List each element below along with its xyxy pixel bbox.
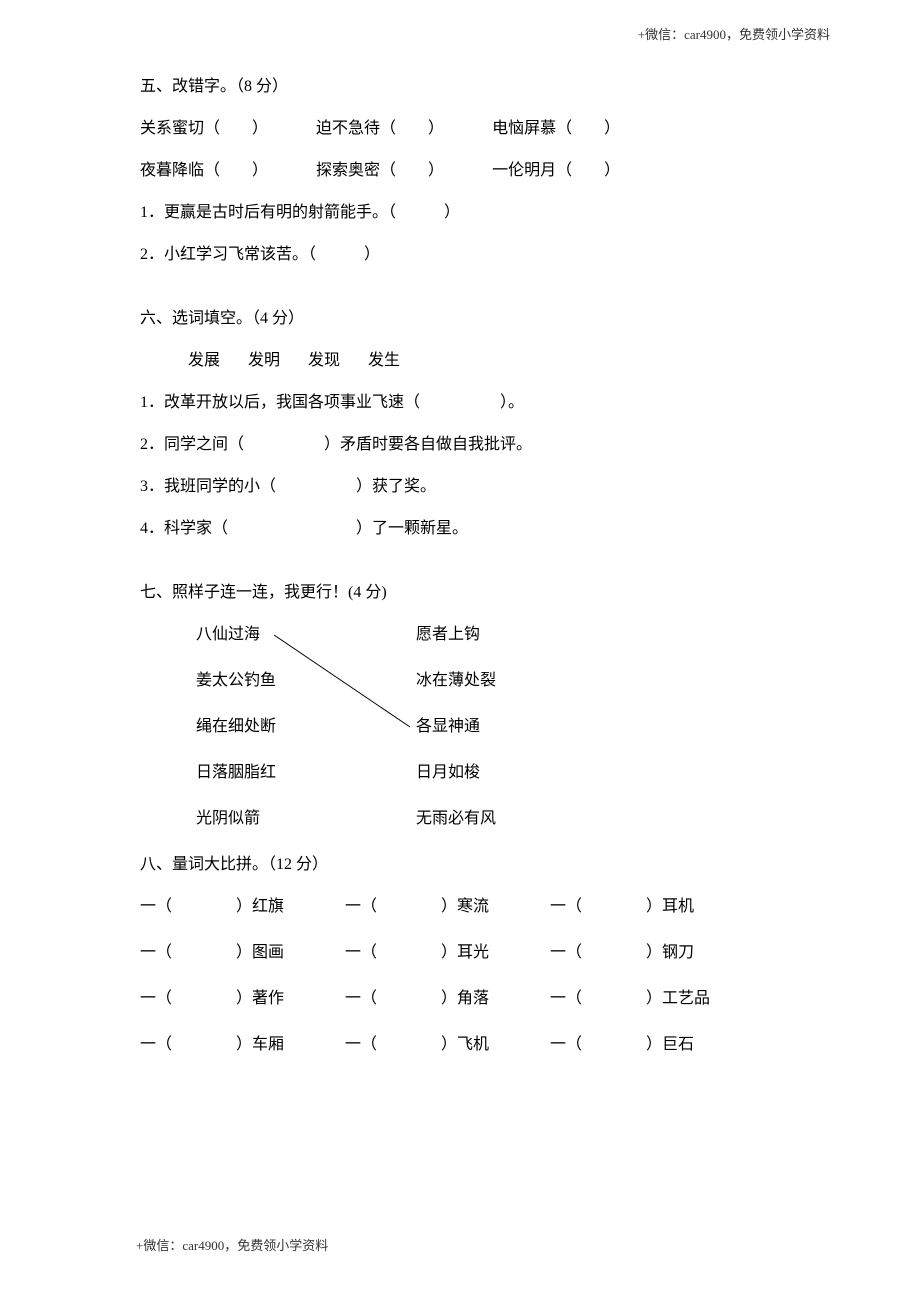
s8-c11: 一（ ）红旗 — [140, 895, 345, 919]
match-right-5: 无雨必有风 — [416, 807, 616, 831]
s5-r2-p1: （ ） — [204, 159, 268, 183]
match-left-3: 绳在细处断 — [196, 715, 416, 739]
section6-q4: 4．科学家（ ）了一颗新星。 — [140, 517, 780, 541]
section6-q3: 3．我班同学的小（ ）获了奖。 — [140, 475, 780, 499]
s8-row4: 一（ ）车厢 一（ ）飞机 一（ ）巨石 — [140, 1033, 780, 1057]
section6-q1: 1．改革开放以后，我国各项事业飞速（ ）。 — [140, 391, 780, 415]
match-right-2: 冰在薄处裂 — [416, 669, 616, 693]
match-right-4: 日月如梭 — [416, 761, 616, 785]
s8-c31: 一（ ）著作 — [140, 987, 345, 1011]
match-left-5: 光阴似箭 — [196, 807, 416, 831]
s5-r1-p3: （ ） — [556, 117, 620, 141]
section7-title: 七、照样子连一连，我更行！(4 分) — [140, 581, 780, 605]
s5-r1-p2: （ ） — [380, 117, 444, 141]
s6-opt1: 发展 — [188, 352, 220, 369]
match-left-4: 日落胭脂红 — [196, 761, 416, 785]
s5-r2-w1: 夜暮降临 — [140, 162, 204, 179]
s8-c32: 一（ ）角落 — [345, 987, 550, 1011]
s5-r2-p2: （ ） — [380, 159, 444, 183]
s8-c41: 一（ ）车厢 — [140, 1033, 345, 1057]
match-row-4: 日落胭脂红 日月如梭 — [196, 761, 780, 785]
match-right-1: 愿者上钩 — [416, 623, 616, 647]
s8-row3: 一（ ）著作 一（ ）角落 一（ ）工艺品 — [140, 987, 780, 1011]
s5-r2-w3: 一伦明月 — [492, 162, 556, 179]
s8-row1: 一（ ）红旗 一（ ）寒流 一（ ）耳机 — [140, 895, 780, 919]
s8-c22: 一（ ）耳光 — [345, 941, 550, 965]
section6-title: 六、选词填空。（4 分） — [140, 307, 780, 331]
section5-title: 五、改错字。（8 分） — [140, 75, 780, 99]
match-right-3: 各显神通 — [416, 715, 616, 739]
s8-c23: 一（ ）钢刀 — [550, 941, 755, 965]
s5-r2-w2: 探索奥密 — [316, 162, 380, 179]
section7-match: 八仙过海 愿者上钩 姜太公钓鱼 冰在薄处裂 绳在细处断 各显神通 日落胭脂红 日… — [196, 623, 780, 831]
match-left-1: 八仙过海 — [196, 623, 416, 647]
section5-row1: 关系蜜切（ ） 迫不急待（ ） 电恼屏慕（ ） — [140, 117, 780, 141]
s5-r1-w1: 关系蜜切 — [140, 120, 204, 137]
s8-c13: 一（ ）耳机 — [550, 895, 755, 919]
match-row-1: 八仙过海 愿者上钩 — [196, 623, 780, 647]
footer-note: +微信：car4900，免费领小学资料 — [136, 1235, 328, 1254]
section5-sent1: 1．更赢是古时后有明的射箭能手。（ ） — [140, 201, 780, 225]
section8-title: 八、量词大比拼。（12 分） — [140, 853, 780, 877]
header-note: +微信：car4900，免费领小学资料 — [638, 24, 830, 43]
s5-r1-w2: 迫不急待 — [316, 120, 380, 137]
section6-options: 发展 发明 发现 发生 — [188, 349, 780, 373]
section5-row2: 夜暮降临（ ） 探索奥密（ ） 一伦明月（ ） — [140, 159, 780, 183]
s6-opt4: 发生 — [368, 352, 400, 369]
s8-c42: 一（ ）飞机 — [345, 1033, 550, 1057]
section5-sent2: 2．小红学习飞常该苦。（ ） — [140, 243, 780, 267]
match-row-5: 光阴似箭 无雨必有风 — [196, 807, 780, 831]
s8-c12: 一（ ）寒流 — [345, 895, 550, 919]
match-row-3: 绳在细处断 各显神通 — [196, 715, 780, 739]
section8-grid: 一（ ）红旗 一（ ）寒流 一（ ）耳机 一（ ）图画 一（ ）耳光 一（ ）钢… — [140, 895, 780, 1057]
s6-opt2: 发明 — [248, 352, 280, 369]
match-row-2: 姜太公钓鱼 冰在薄处裂 — [196, 669, 780, 693]
s8-c21: 一（ ）图画 — [140, 941, 345, 965]
page-content: 五、改错字。（8 分） 关系蜜切（ ） 迫不急待（ ） 电恼屏慕（ ） 夜暮降临… — [0, 0, 920, 1139]
s8-row2: 一（ ）图画 一（ ）耳光 一（ ）钢刀 — [140, 941, 780, 965]
s5-r1-w3: 电恼屏慕 — [492, 120, 556, 137]
s5-r1-p1: （ ） — [204, 117, 268, 141]
s8-c43: 一（ ）巨石 — [550, 1033, 755, 1057]
s8-c33: 一（ ）工艺品 — [550, 987, 755, 1011]
match-left-2: 姜太公钓鱼 — [196, 669, 416, 693]
s6-opt3: 发现 — [308, 352, 340, 369]
section6-q2: 2．同学之间（ ）矛盾时要各自做自我批评。 — [140, 433, 780, 457]
s5-r2-p3: （ ） — [556, 159, 620, 183]
